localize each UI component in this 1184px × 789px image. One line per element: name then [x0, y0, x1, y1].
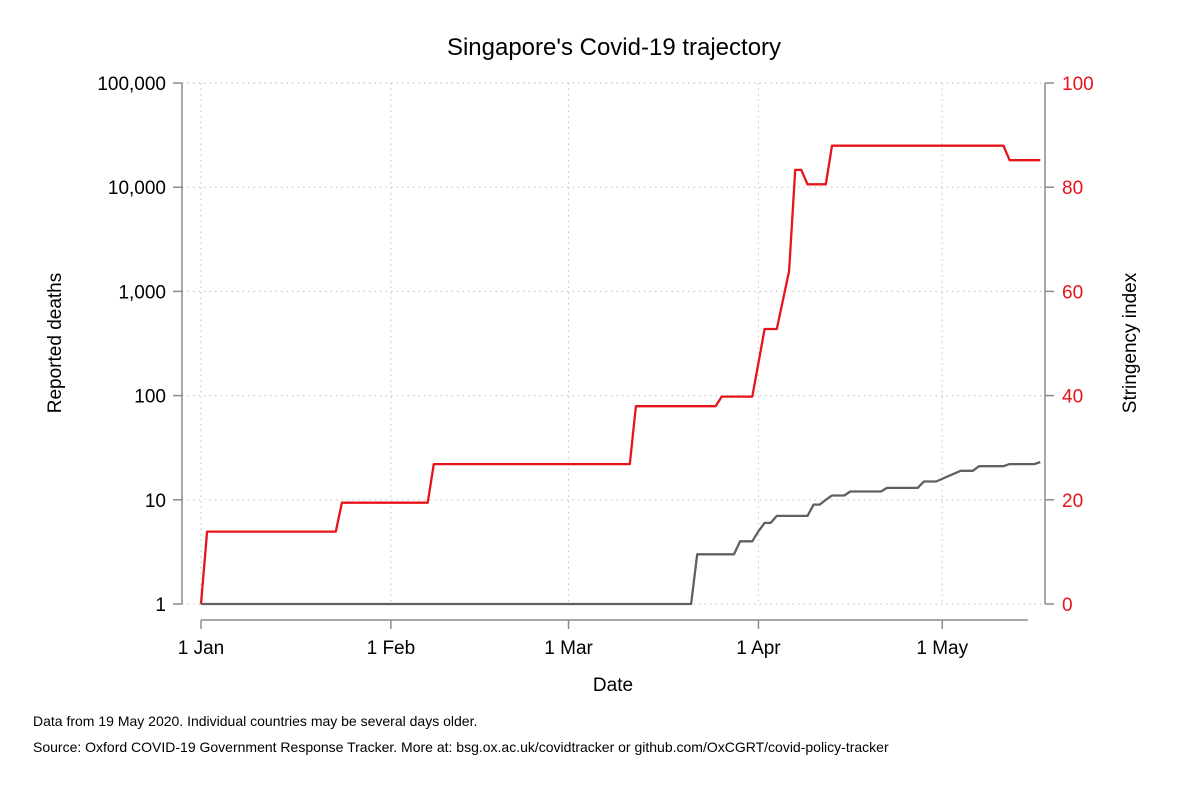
gridlines: [182, 82, 1045, 605]
y-right-tick-label: 60: [1062, 282, 1083, 303]
stringency-line: [199, 144, 1041, 605]
x-axis-label: Date: [593, 675, 633, 696]
y-right-tick-label: 20: [1062, 491, 1083, 512]
y-left-tick-label: 100: [134, 387, 166, 408]
y-left-tick-label: 1: [155, 595, 166, 616]
y-axis-left-label: Reported deaths: [45, 273, 66, 414]
source-note: Source: Oxford COVID-19 Government Respo…: [33, 739, 889, 755]
y-left-tick-label: 10,000: [108, 178, 166, 199]
x-tick-label: 1 Jan: [178, 638, 224, 659]
x-tick-label: 1 Apr: [736, 638, 781, 659]
x-tick-label: 1 Mar: [544, 638, 593, 659]
y-left-tick-label: 1,000: [118, 282, 166, 303]
y-right-tick-label: 0: [1062, 595, 1073, 616]
x-tick-label: 1 May: [916, 638, 968, 659]
chart-title: Singapore's Covid-19 trajectory: [447, 34, 781, 61]
series-lines: [199, 144, 1041, 606]
axes: 1 10 100 1,000 10,000 100,000 1 Jan 1 Feb 1 Mar 1…: [97, 74, 1093, 659]
data-date-note: Data from 19 May 2020. Individual countr…: [33, 713, 477, 729]
y-axis-right-label: Stringency index: [1120, 272, 1141, 413]
y-right-tick-label: 40: [1062, 387, 1083, 408]
y-right-tick-label: 100: [1062, 74, 1094, 95]
y-left-tick-label: 10: [145, 491, 166, 512]
x-tick-label: 1 Feb: [367, 638, 416, 659]
y-right-tick-label: 80: [1062, 178, 1083, 199]
y-left-tick-label: 100,000: [97, 74, 166, 95]
deaths-line: [201, 461, 1041, 606]
